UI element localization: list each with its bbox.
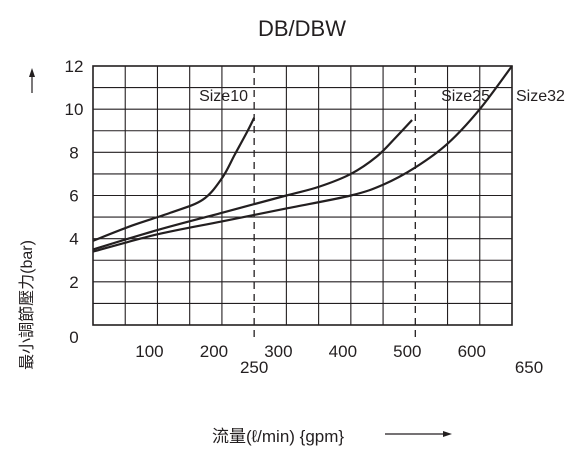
y-tick-label: 4 — [69, 230, 78, 249]
x-tick-label: 100 — [135, 342, 163, 361]
y-axis-arrowhead — [29, 68, 35, 77]
series-label-size10: Size10 — [199, 88, 248, 105]
dashed-lines — [253, 66, 416, 337]
y-axis-label: 最小調節壓力(bar) — [18, 240, 36, 370]
series-label-size32: Size32 — [516, 88, 565, 105]
series-line-size10 — [92, 117, 256, 242]
x-axis-arrowhead — [443, 431, 452, 437]
chart-title: DB/DBW — [258, 16, 346, 41]
plot-frame — [92, 65, 513, 326]
series-label-size25: Size25 — [441, 88, 490, 105]
series-labels: Size10 Size25 Size32 — [199, 88, 565, 105]
x-tick-label: 300 — [264, 342, 292, 361]
x-tick-labels: 100 200 300 400 500 600 250 650 — [135, 342, 543, 377]
x-tick-label: 650 — [515, 358, 543, 377]
y-tick-label: 8 — [69, 143, 78, 162]
y-tick-label: 2 — [69, 273, 78, 292]
x-tick-label: 200 — [200, 342, 228, 361]
series-line-size25 — [92, 119, 413, 251]
y-tick-label: 6 — [69, 187, 78, 206]
x-axis-label: 流量(ℓ/min) {gpm} — [212, 427, 344, 446]
y-tick-label: 12 — [65, 57, 84, 76]
x-tick-label: 600 — [458, 342, 486, 361]
y-tick-label: 0 — [69, 328, 78, 347]
x-tick-label: 500 — [393, 342, 421, 361]
x-tick-label: 400 — [329, 342, 357, 361]
series-lines — [92, 65, 513, 253]
y-tick-labels: 0 2 4 6 8 10 12 — [65, 57, 84, 347]
x-tick-label: 250 — [240, 358, 268, 377]
y-tick-label: 10 — [65, 100, 84, 119]
series-line-size32 — [92, 65, 513, 253]
grid — [93, 66, 512, 325]
